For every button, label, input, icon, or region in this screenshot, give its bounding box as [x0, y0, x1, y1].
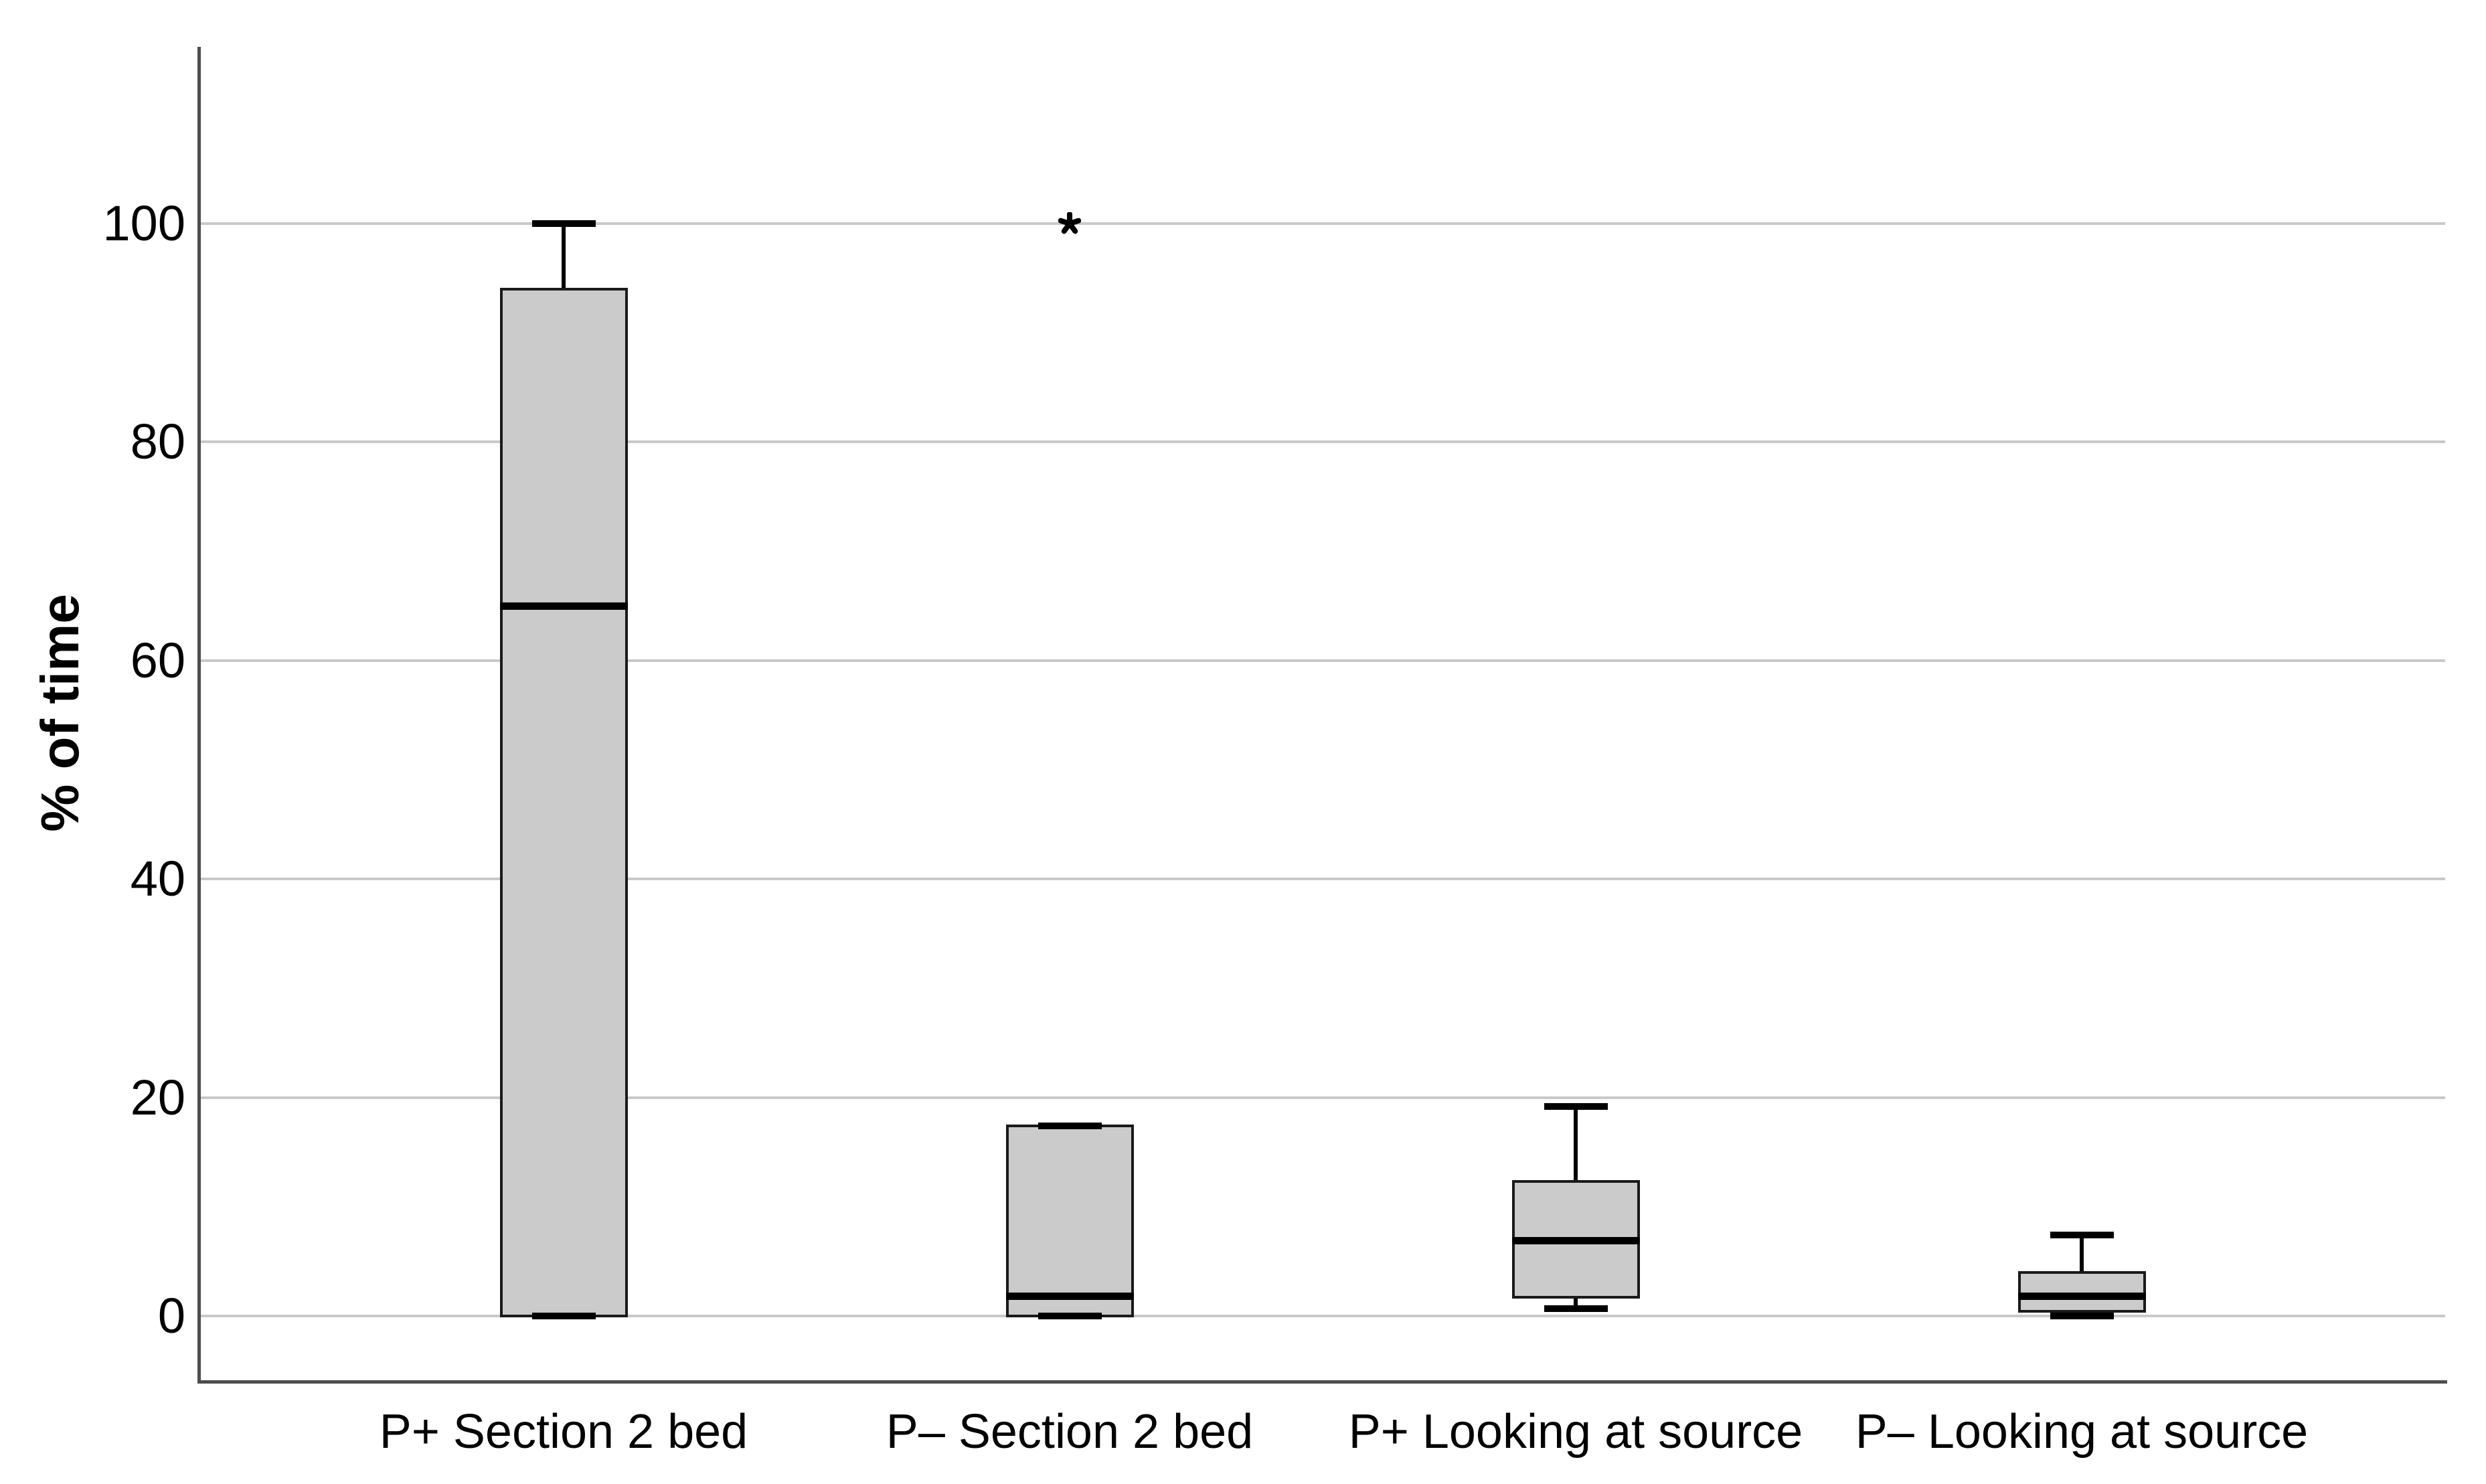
x-category-label: P– Section 2 bed	[886, 1405, 1254, 1459]
upper-whisker-cap	[2050, 1232, 2114, 1239]
gridline	[200, 1315, 2445, 1317]
x-category-label: P+ Section 2 bed	[379, 1405, 748, 1459]
x-category-label: P+ Looking at source	[1348, 1405, 1803, 1459]
lower-whisker-cap	[531, 1313, 596, 1319]
lower-whisker-cap	[2050, 1313, 2114, 1319]
median-line	[1511, 1236, 1640, 1244]
median-line	[2017, 1293, 2146, 1301]
median-line	[1005, 1293, 1134, 1301]
upper-whisker-line	[2080, 1235, 2084, 1272]
upper-whisker-cap	[531, 220, 596, 227]
gridline	[200, 1096, 2445, 1099]
upper-whisker-line	[1574, 1106, 1578, 1182]
y-tick-label: 100	[102, 195, 185, 251]
y-tick-label: 80	[130, 414, 185, 470]
y-axis-line	[197, 47, 201, 1384]
median-line	[499, 602, 628, 610]
upper-whisker-cap	[1544, 1102, 1608, 1110]
x-axis-frame-line	[197, 1380, 2447, 1384]
y-tick-label: 40	[130, 851, 185, 907]
lower-whisker-line	[1574, 1297, 1578, 1309]
iqr-box	[2017, 1270, 2146, 1313]
star-asterisk-icon	[1058, 212, 1082, 234]
upper-whisker-cap	[1038, 1123, 1102, 1130]
x-category-label: P– Looking at source	[1855, 1405, 2309, 1459]
y-tick-label: 60	[130, 632, 185, 688]
y-tick-label: 20	[130, 1069, 185, 1125]
gridline	[200, 878, 2445, 881]
gridline	[200, 222, 2445, 225]
upper-whisker-line	[562, 224, 566, 289]
iqr-box	[1005, 1125, 1134, 1317]
lower-whisker-cap	[1038, 1313, 1102, 1319]
lower-whisker-cap	[1544, 1305, 1608, 1312]
outlier-marker	[1058, 212, 1082, 235]
iqr-box	[499, 287, 628, 1317]
y-tick-label: 0	[157, 1288, 185, 1343]
gridline	[200, 440, 2445, 444]
gridline	[200, 659, 2445, 662]
y-axis-title: % of time	[30, 594, 90, 832]
